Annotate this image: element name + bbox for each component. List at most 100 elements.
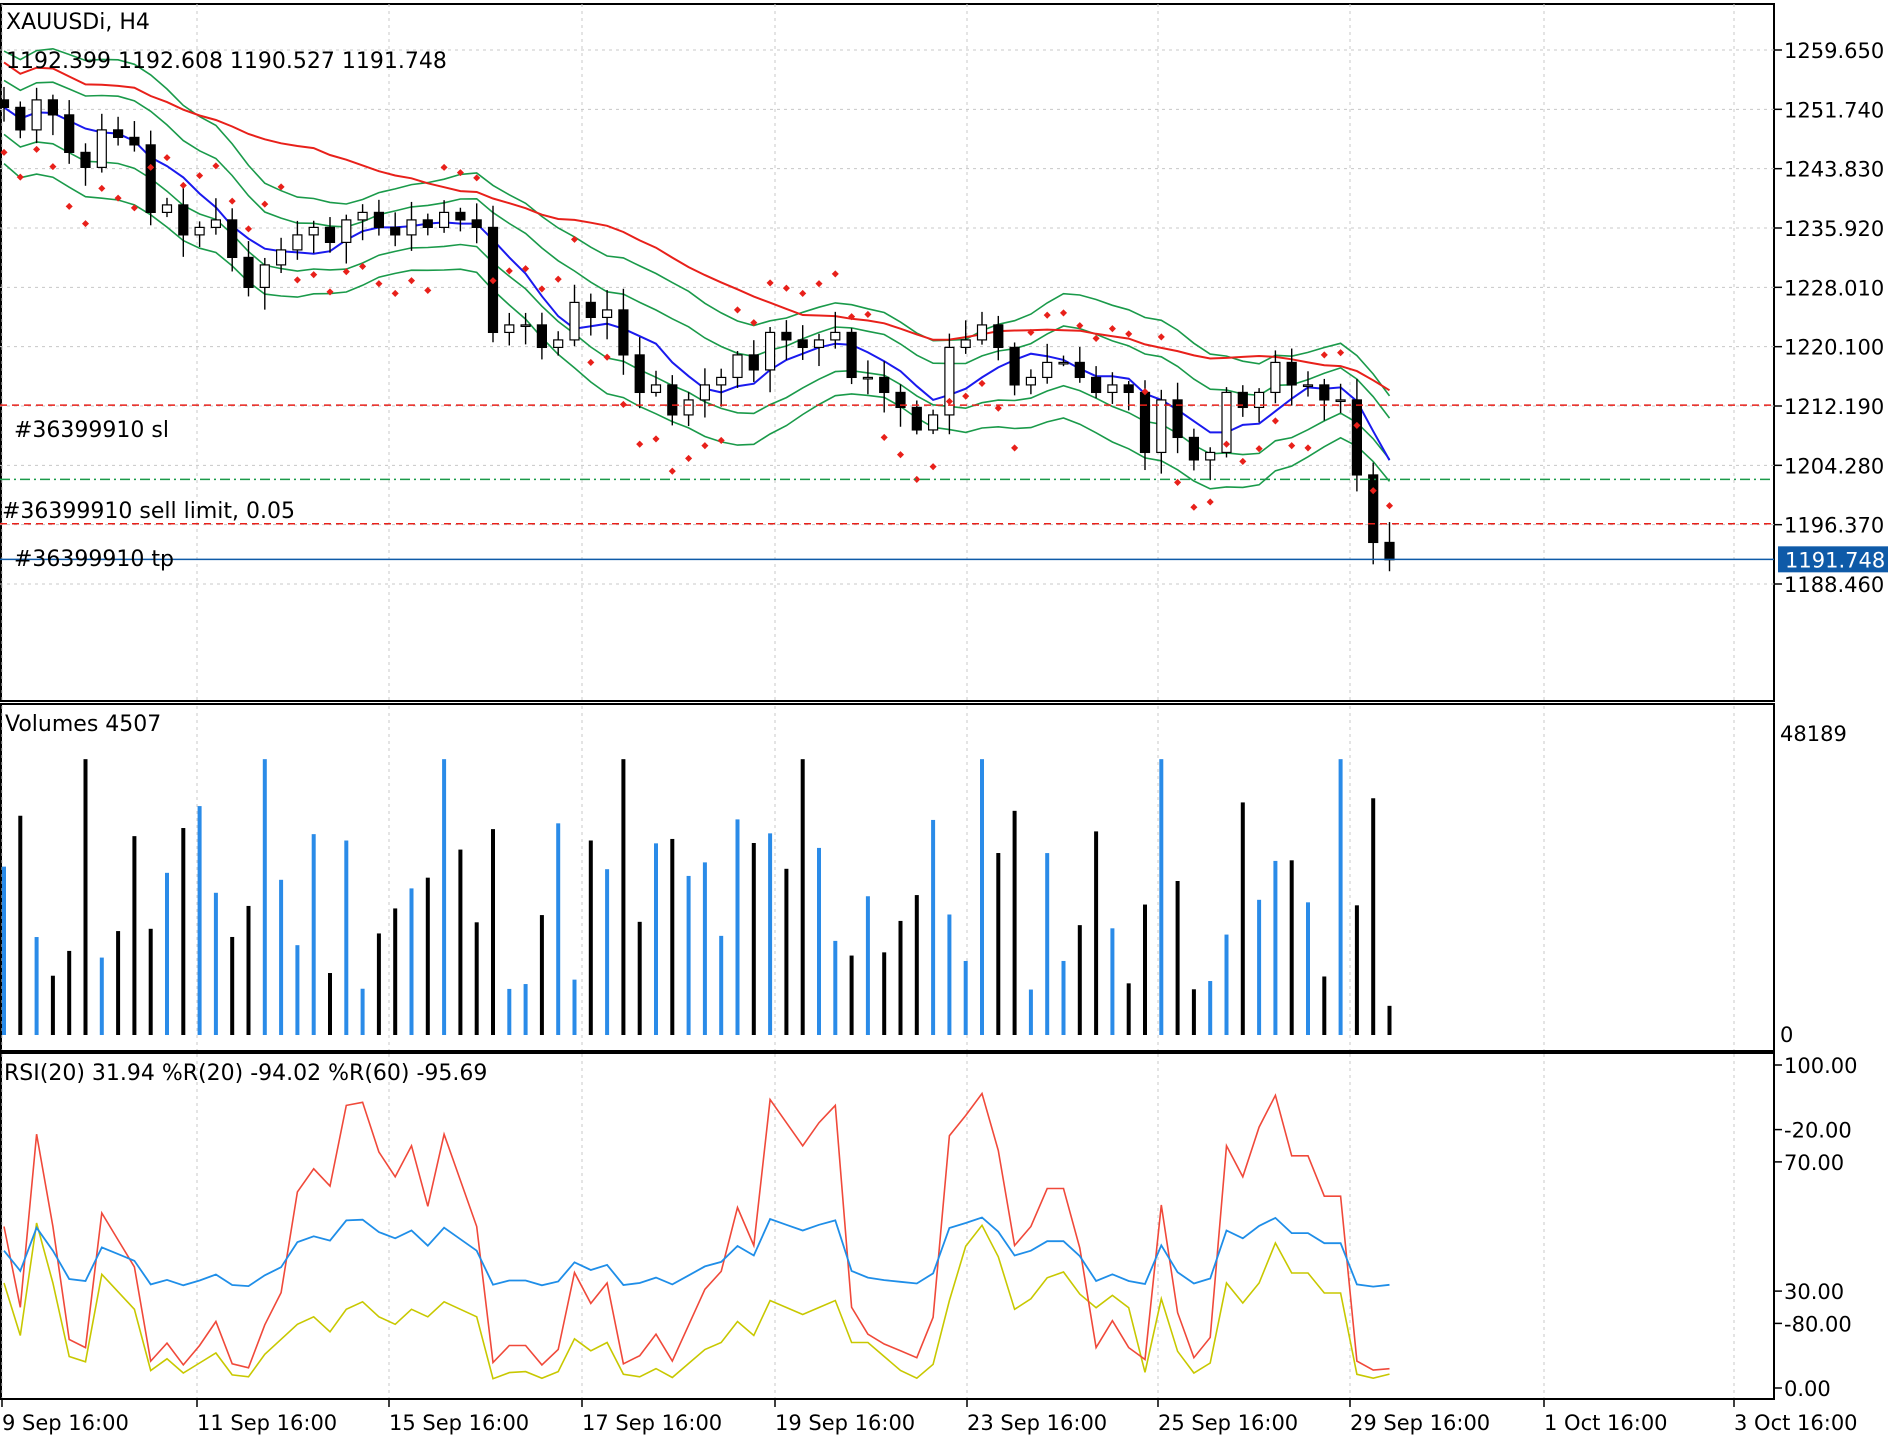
volume-bar: [1354, 905, 1359, 1035]
volume-bar: [898, 920, 903, 1035]
volume-bar: [1094, 831, 1099, 1035]
candle-body: [80, 151, 91, 168]
sar-dot: [65, 202, 73, 210]
volume-panel[interactable]: [0, 703, 1775, 1052]
sar-dot: [130, 204, 138, 212]
candle-body: [1090, 376, 1102, 394]
candle-body: [618, 309, 629, 356]
volume-bar: [556, 823, 561, 1035]
candle-body: [1025, 376, 1037, 386]
volume-bar: [996, 853, 1001, 1035]
sar-dot: [261, 200, 269, 208]
candle: [324, 217, 336, 253]
volume-bar: [474, 922, 479, 1035]
candle: [732, 351, 743, 388]
candle-body: [129, 136, 140, 146]
candle-body: [439, 211, 450, 228]
sar-dot: [0, 148, 8, 156]
candle: [1368, 462, 1379, 565]
candle: [846, 328, 857, 385]
volume-bar: [1224, 934, 1229, 1035]
candle-body: [357, 211, 368, 221]
parabolic-sar: [0, 145, 1394, 511]
candle: [520, 312, 531, 345]
price-tick-label: 1212.190: [1784, 395, 1884, 419]
candle: [585, 293, 596, 336]
candle: [1253, 388, 1265, 423]
volume-bar: [409, 888, 414, 1035]
svg-text:1191.748: 1191.748: [1785, 548, 1885, 572]
candle-body: [1368, 474, 1379, 544]
candle-body: [1205, 451, 1216, 461]
candle: [830, 311, 841, 349]
candle: [618, 288, 629, 375]
rsi-grid: [1, 1054, 1735, 1398]
candle-body: [276, 249, 287, 266]
symbol-title: XAUUSDi, H4: [6, 10, 150, 35]
candle-body: [422, 219, 433, 228]
volume-bar: [588, 840, 593, 1035]
candle-body: [1042, 361, 1053, 379]
price-tick-label: 1251.740: [1784, 98, 1884, 122]
candle: [748, 340, 759, 382]
candle: [1009, 342, 1020, 396]
sar-dot: [864, 310, 872, 318]
candle: [0, 86, 10, 122]
candle-body: [243, 256, 254, 289]
volume-bar: [539, 915, 544, 1035]
time-axis: 9 Sep 16:00 11 Sep 16:00 15 Sep 16:00 17 Se…: [1, 1399, 1858, 1435]
volume-bar: [735, 819, 740, 1035]
candle: [1205, 447, 1216, 481]
candle: [536, 312, 548, 360]
volume-bar: [1110, 928, 1115, 1035]
candle-body: [667, 384, 678, 416]
rsi-line: [3, 1216, 1390, 1288]
sar-dot: [896, 451, 905, 459]
candle: [944, 333, 955, 435]
candle-body: [830, 331, 841, 341]
candle: [1351, 379, 1363, 492]
volume-bar: [425, 877, 430, 1035]
volume-bar: [1175, 880, 1180, 1035]
volume-bar: [784, 868, 789, 1035]
candle: [960, 320, 971, 354]
volume-bar: [817, 847, 821, 1035]
candlesticks: [0, 86, 1395, 572]
sar-dot: [473, 174, 481, 182]
candle: [112, 116, 124, 146]
candle-body: [1139, 391, 1151, 454]
candle-body: [846, 331, 857, 379]
volume-bar: [1012, 810, 1017, 1035]
volume-bar: [751, 843, 756, 1035]
candle: [373, 199, 384, 236]
candle: [276, 237, 287, 274]
candle-body: [1302, 384, 1314, 388]
sar-dot: [505, 267, 513, 275]
candle: [911, 400, 922, 435]
volume-bar: [865, 896, 870, 1035]
rsi-panel[interactable]: [0, 1052, 1775, 1400]
candle: [47, 94, 59, 136]
candle: [650, 370, 662, 397]
sar-dot: [179, 181, 187, 189]
volume-bar: [442, 759, 447, 1035]
volume-bar: [2, 866, 6, 1035]
candle-body: [553, 339, 564, 349]
sar-dot: [196, 172, 204, 180]
price-tick-label: 1196.370: [1784, 514, 1884, 538]
volume-tick-label: 48189: [1780, 722, 1847, 746]
main-panel[interactable]: [0, 3, 1775, 702]
volume-bar: [116, 931, 121, 1035]
sar-dot: [228, 197, 236, 205]
candle-body: [47, 99, 59, 116]
sar-dot: [717, 436, 725, 444]
sar-dot: [538, 285, 546, 293]
volume-bar: [1061, 960, 1066, 1035]
volume-bar: [654, 843, 658, 1035]
main-grid: [0, 4, 1774, 701]
candle: [1090, 366, 1102, 399]
rsi-title: RSI(20) 31.94 %R(20) -94.02 %R(60) -95.6…: [4, 1061, 487, 1086]
order-lines: [0, 404, 1774, 561]
candle: [781, 320, 792, 361]
